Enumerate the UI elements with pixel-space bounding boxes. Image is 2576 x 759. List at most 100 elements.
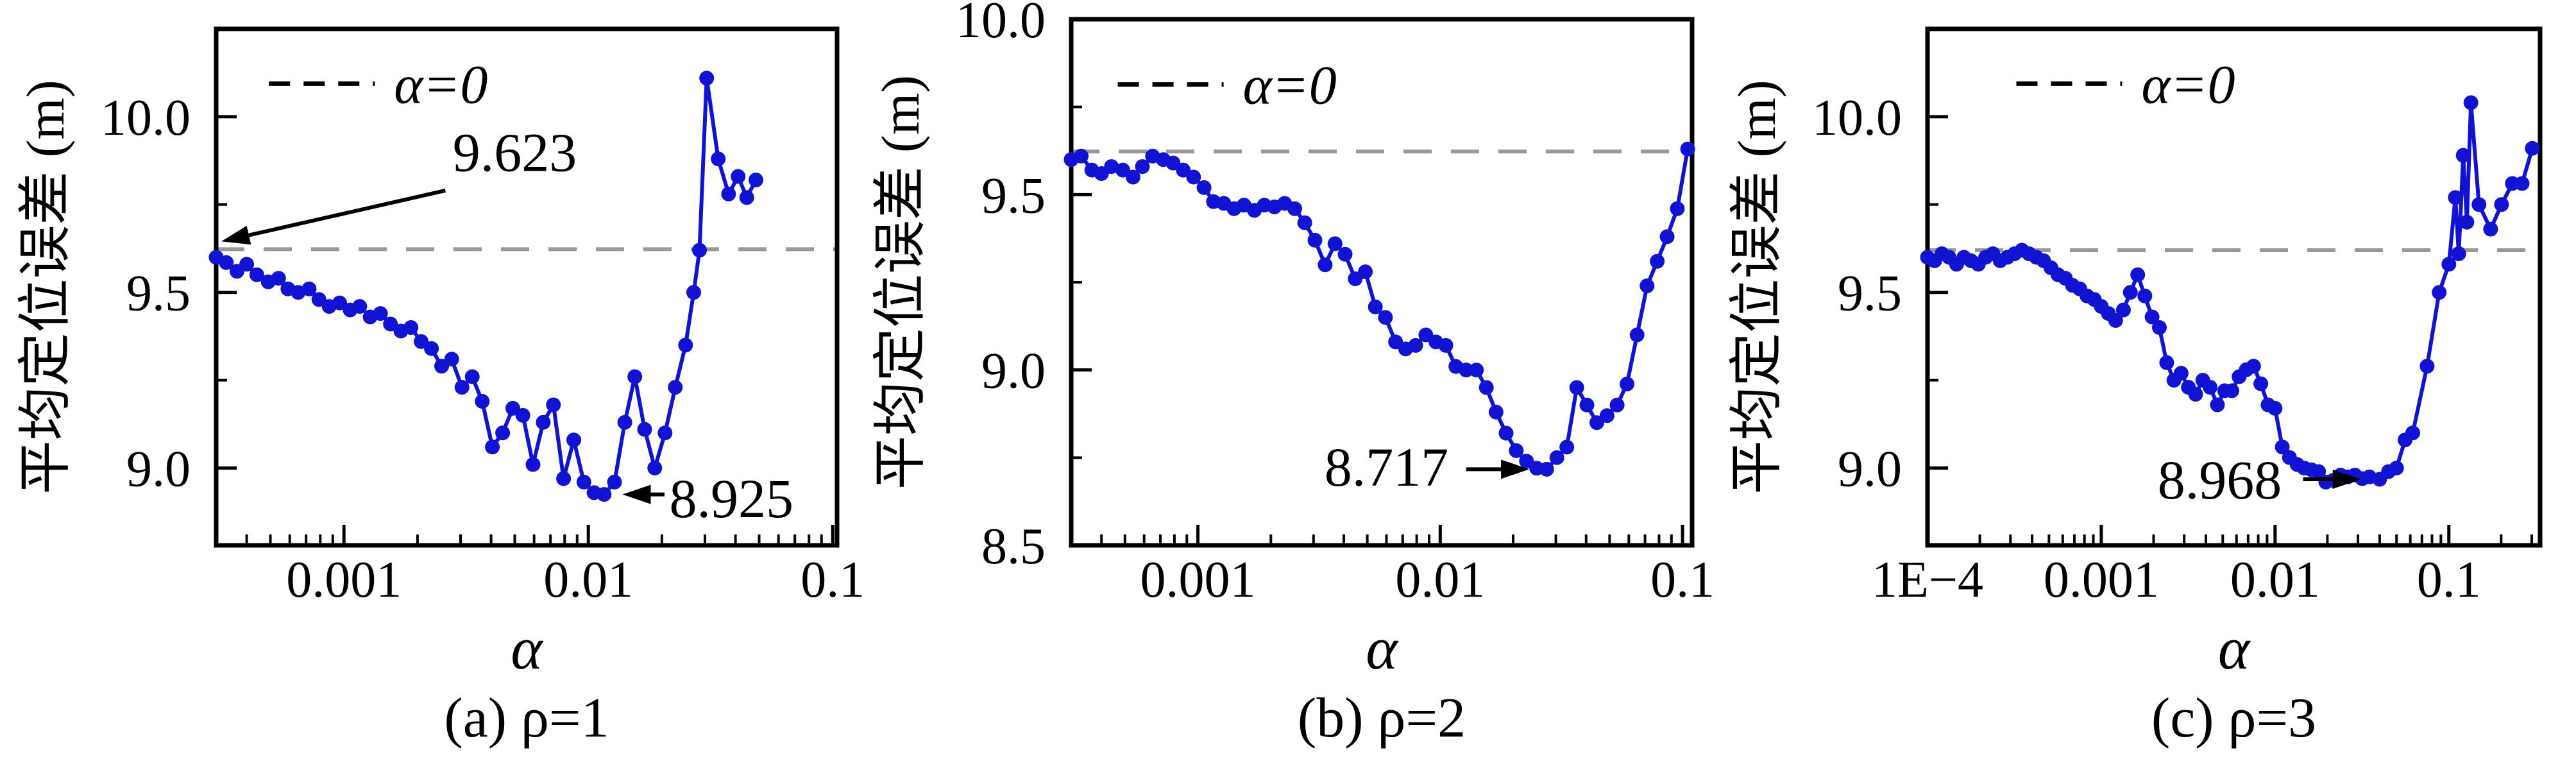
legend-label: α=0 <box>394 53 487 115</box>
arrow-head <box>221 225 251 245</box>
legend: α=0 <box>269 53 487 115</box>
x-tick-label: 0.1 <box>1650 552 1715 608</box>
data-point <box>627 369 643 384</box>
annotation: 8.968 <box>2158 449 2361 511</box>
x-tick-label: 0.1 <box>801 552 865 608</box>
data-point <box>1176 162 1191 178</box>
data-point <box>749 173 763 187</box>
data-point <box>219 255 234 270</box>
plot-frame <box>1925 26 2543 548</box>
data-point <box>686 285 701 300</box>
data-point <box>2210 397 2225 413</box>
x-tick-label: 1E−4 <box>1872 552 1983 608</box>
data-point <box>1539 461 1554 477</box>
annotation: 9.623 <box>221 122 577 245</box>
x-tick-label: 0.1 <box>2417 552 2481 608</box>
y-axis-label: 平均定位误差 (m) <box>16 80 76 494</box>
data-point <box>1358 264 1373 280</box>
data-point <box>1620 377 1634 391</box>
y-tick-label: 10.0 <box>101 90 191 146</box>
data-point <box>2525 141 2540 156</box>
data-point <box>1287 201 1302 216</box>
data-point <box>731 169 746 184</box>
series-points <box>208 71 763 502</box>
data-point <box>2451 246 2466 261</box>
data-point <box>1640 278 1655 293</box>
data-point <box>546 397 561 413</box>
data-point <box>1479 380 1494 395</box>
data-point <box>1307 232 1323 248</box>
data-point <box>2159 355 2174 370</box>
data-point <box>525 457 541 472</box>
data-point <box>424 341 439 356</box>
y-tick-label: 9.5 <box>981 167 1046 224</box>
data-point <box>2419 359 2435 374</box>
data-point <box>2483 221 2498 237</box>
data-point <box>1609 397 1625 413</box>
arrow-head <box>2332 470 2361 490</box>
x-axis-label: α <box>2218 615 2251 682</box>
chart-b: 0.001 0.01 0.1 8.5 9.0 9.5 10.0 α=0 8.717 α(b) ρ=… <box>871 0 1715 749</box>
data-point <box>239 257 255 272</box>
data-point <box>1549 450 1564 465</box>
data-point <box>271 271 286 286</box>
y-tick-label: 10.0 <box>956 0 1046 49</box>
data-point <box>249 267 264 282</box>
data-point <box>2275 439 2290 455</box>
x-axis-label: α <box>1366 615 1398 682</box>
data-point <box>647 461 663 475</box>
x-tick-label: 0.01 <box>1395 552 1485 608</box>
data-point <box>332 295 347 311</box>
data-point <box>475 394 490 409</box>
data-point <box>1408 337 1423 353</box>
data-point <box>721 186 736 201</box>
data-point <box>556 471 572 486</box>
annotation: 8.925 <box>622 468 793 529</box>
arrow-shaft <box>238 188 446 240</box>
data-point <box>2448 190 2463 205</box>
data-point <box>637 422 652 437</box>
data-point <box>2152 320 2167 335</box>
data-point <box>1469 362 1484 378</box>
data-point <box>711 151 726 167</box>
annotation-text: 8.968 <box>2158 449 2282 511</box>
data-point <box>1579 397 1595 413</box>
data-point <box>1599 408 1614 423</box>
data-point <box>692 243 707 258</box>
data-point <box>657 425 673 441</box>
data-point <box>2108 313 2123 328</box>
x-tick-label: 0.001 <box>1140 552 1256 608</box>
y-tick-label: 9.5 <box>1838 266 1902 322</box>
data-point <box>1459 362 1474 378</box>
data-point <box>1670 201 1685 216</box>
plot-frame <box>214 26 840 548</box>
data-point <box>1125 169 1140 185</box>
data-point <box>1438 337 1453 353</box>
y-tick-label: 9.0 <box>981 343 1046 400</box>
data-point <box>1559 439 1575 455</box>
data-point <box>1629 327 1645 343</box>
data-point <box>2144 309 2160 325</box>
data-point <box>383 316 398 332</box>
data-point <box>1498 425 1514 441</box>
data-point <box>403 320 419 335</box>
caption: (a) ρ=1 <box>444 687 609 749</box>
data-point <box>1488 404 1504 420</box>
x-tick-label: 0.01 <box>543 552 633 608</box>
annotation-text: 9.623 <box>453 122 577 183</box>
data-point <box>1337 246 1353 262</box>
data-point <box>464 369 480 384</box>
data-point <box>454 380 470 395</box>
data-point <box>2246 359 2261 374</box>
annotation-arrow <box>2303 470 2361 490</box>
data-point <box>2253 376 2269 391</box>
data-point <box>1196 180 1212 195</box>
data-point <box>1368 299 1383 314</box>
data-point <box>352 299 368 314</box>
data-point <box>495 425 511 441</box>
data-point <box>699 71 715 86</box>
data-point <box>2389 461 2404 475</box>
data-point <box>2432 285 2447 300</box>
data-point <box>2459 214 2475 230</box>
data-point <box>2130 267 2146 282</box>
